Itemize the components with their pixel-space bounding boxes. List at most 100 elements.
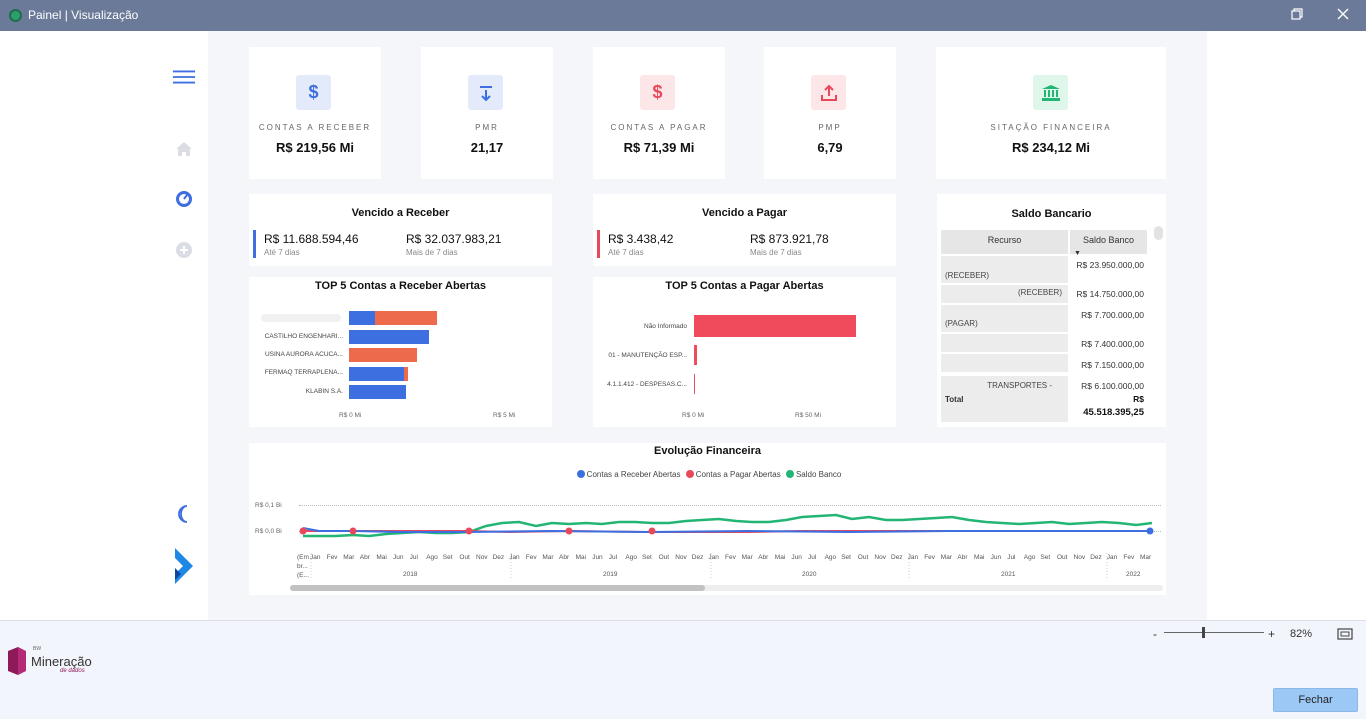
cell-saldo: R$ 6.100.000,00: [1081, 381, 1144, 391]
legend-dot-pagar: [685, 470, 694, 478]
card-title: Vencido a Pagar: [702, 207, 787, 219]
chart-title: TOP 5 Contas a Pagar Abertas: [665, 280, 824, 292]
month-tick: Set: [1040, 554, 1051, 561]
table-row[interactable]: (RECEBER): [941, 256, 1068, 283]
month-tick: Dez: [891, 554, 903, 561]
month-tick: Fev: [924, 554, 936, 561]
table-row[interactable]: [941, 354, 1068, 372]
month-tick: Out: [1057, 554, 1068, 561]
zoom-slider[interactable]: [1164, 627, 1264, 638]
horizontal-scrollbar[interactable]: [290, 585, 1163, 591]
month-tick: Jul: [608, 554, 618, 561]
moon-icon[interactable]: [172, 502, 196, 526]
venc-value-ate7: R$ 3.438,42: [608, 232, 674, 246]
month-tick: Mar: [1140, 554, 1152, 561]
month-tick: Jun: [990, 554, 1002, 561]
vencido-pagar-card: Vencido a Pagar R$ 3.438,42 Até 7 dias R…: [593, 194, 896, 266]
kpi-label: CONTAS A PAGAR: [610, 123, 708, 132]
month-tick: Jan: [509, 554, 520, 561]
month-tick: Out: [857, 554, 869, 561]
bar-vencido[interactable]: [404, 367, 408, 381]
zoom-in-button[interactable]: +: [1268, 627, 1276, 641]
month-tick: Jan: [708, 554, 719, 561]
table-row-total[interactable]: TRANSPORTES - Total: [941, 376, 1068, 422]
x-tick: br...: [297, 563, 308, 570]
bar-label: 01 - MANUTENÇÃO ESP...: [608, 352, 687, 359]
legend-dot-receber: [576, 470, 585, 478]
accent-bar: [597, 230, 600, 258]
venc-sub-mais7: Mais de 7 dias: [750, 248, 802, 257]
brand-sub: de dados: [60, 668, 85, 674]
bar-pagar[interactable]: [694, 345, 697, 365]
top5-receber-chart: TOP 5 Contas a Receber Abertas CASTILHO …: [249, 277, 552, 427]
kpi-label: PMP: [818, 123, 842, 132]
bar-pagar[interactable]: [694, 374, 695, 394]
bar-receber[interactable]: [349, 311, 375, 325]
kpi-label: PMR: [475, 123, 499, 132]
cell-saldo: R$ 14.750.000,00: [1076, 289, 1144, 299]
month-tick: Mar: [940, 554, 952, 561]
month-tick: Ago: [625, 554, 637, 561]
year-label: 2020: [802, 571, 817, 578]
axis-tick: R$ 0 Mi: [682, 412, 705, 419]
point-receber[interactable]: [1146, 527, 1154, 535]
card-title: Vencido a Receber: [351, 207, 450, 219]
bar-vencido[interactable]: [375, 311, 437, 325]
point-pagar[interactable]: [299, 527, 307, 535]
point-pagar[interactable]: [648, 527, 656, 535]
point-pagar[interactable]: [465, 527, 473, 535]
point-pagar[interactable]: [565, 527, 573, 535]
table-row[interactable]: [941, 334, 1068, 352]
x-tick: (Em: [297, 554, 309, 561]
fit-to-page-icon[interactable]: [1337, 627, 1353, 640]
year-label: 2022: [1126, 571, 1141, 578]
month-tick: Jul: [1007, 554, 1016, 561]
month-tick: Mar: [741, 554, 753, 561]
line-series-plot: [299, 513, 1154, 579]
table-row[interactable]: (PAGAR): [941, 305, 1068, 332]
axis-tick: R$ 50 Mi: [795, 412, 822, 419]
column-header-saldo[interactable]: Saldo Banco ▼: [1070, 230, 1147, 257]
right-padding: [1207, 31, 1366, 620]
bar-receber[interactable]: [349, 367, 404, 381]
close-icon[interactable]: [1331, 5, 1355, 25]
restore-icon[interactable]: [1285, 5, 1309, 25]
cell-recurso: TRANSPORTES -: [987, 381, 1052, 390]
month-tick: Dez: [1090, 554, 1102, 561]
cell-saldo: R$ 7.400.000,00: [1081, 339, 1144, 349]
add-icon[interactable]: [172, 238, 196, 262]
cell-recurso: (RECEBER): [945, 271, 990, 280]
fechar-button[interactable]: Fechar: [1273, 688, 1358, 712]
month-tick: Dez: [492, 554, 505, 561]
scrollbar-thumb[interactable]: [290, 585, 705, 591]
table-row[interactable]: (RECEBER): [941, 285, 1068, 303]
zoom-out-button[interactable]: -: [1153, 627, 1157, 641]
kpi-card-situacao-financeira: SITAÇÃO FINANCEIRA R$ 234,12 Mi: [936, 47, 1166, 179]
cell-recurso: (PAGAR): [945, 319, 978, 328]
home-icon[interactable]: [172, 137, 196, 161]
hamburger-menu-icon[interactable]: [172, 65, 196, 89]
column-header-recurso[interactable]: Recurso: [941, 230, 1068, 254]
download-icon: [468, 75, 503, 110]
y-tick: R$ 0,1 Bi: [255, 502, 282, 509]
evolucao-financeira-chart: Evolução Financeira Contas a Receber Abe…: [249, 443, 1166, 595]
dashboard-gauge-icon[interactable]: [172, 187, 196, 211]
chart-title: Evolução Financeira: [654, 445, 761, 457]
scrollbar-thumb[interactable]: [1154, 226, 1163, 240]
point-pagar[interactable]: [349, 527, 357, 535]
bar-receber[interactable]: [349, 385, 406, 399]
bar-pagar[interactable]: [694, 315, 856, 337]
bar-receber[interactable]: [349, 330, 429, 344]
zoom-slider-thumb[interactable]: [1202, 627, 1205, 638]
month-tick: Jan: [907, 554, 919, 561]
month-tick: Fev: [725, 554, 736, 561]
month-tick: Jan: [1106, 554, 1118, 561]
kpi-value: 21,17: [470, 140, 504, 155]
month-tick: Mar: [542, 554, 554, 561]
venc-sub-mais7: Mais de 7 dias: [406, 248, 458, 257]
bar-vencido[interactable]: [349, 348, 417, 362]
month-tick: Jul: [808, 554, 817, 561]
kpi-card-contas-receber: $ CONTAS A RECEBER R$ 219,56 Mi: [249, 47, 381, 179]
month-tick: Mai: [575, 554, 587, 561]
month-tick: Abr: [758, 554, 769, 561]
